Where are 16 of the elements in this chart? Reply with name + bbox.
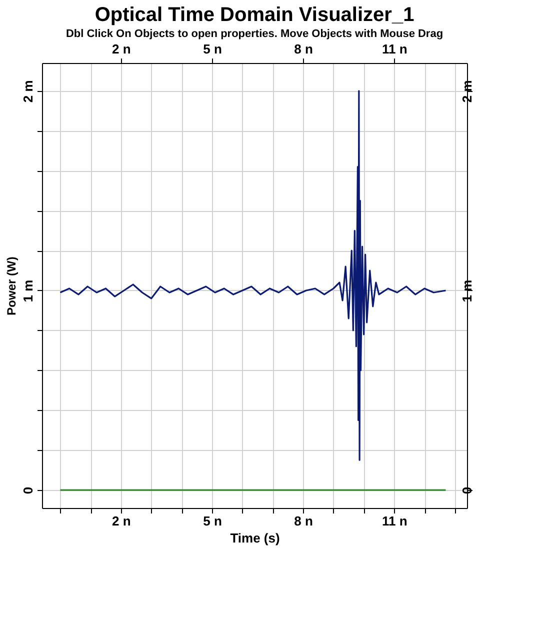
x2-tick-label: 11 n — [382, 42, 408, 56]
y-axis-title: Power (W) — [4, 256, 18, 316]
x-tick-label: 11 n — [382, 514, 408, 528]
line-series — [59, 90, 447, 461]
y-tick-label: 1 m — [20, 280, 36, 302]
x-tick-label: 2 n — [112, 514, 131, 528]
x2-tick-label: 5 n — [203, 42, 222, 56]
x-tick-label: 5 n — [203, 514, 222, 528]
chart-title: Optical Time Domain Visualizer_1 — [94, 4, 414, 26]
x2-tick-label: 2 n — [112, 42, 131, 56]
x-tick-label: 8 n — [294, 514, 314, 528]
x2-tick-label: 8 n — [294, 42, 314, 56]
y-tick-label: 0 — [20, 486, 36, 494]
y-tick-label: 2 m — [20, 80, 36, 103]
chart-subtitle: Dbl Click On Objects to open properties. Move Objects with Mouse Drag — [66, 28, 444, 40]
x-axis-title: Time (s) — [230, 530, 280, 546]
